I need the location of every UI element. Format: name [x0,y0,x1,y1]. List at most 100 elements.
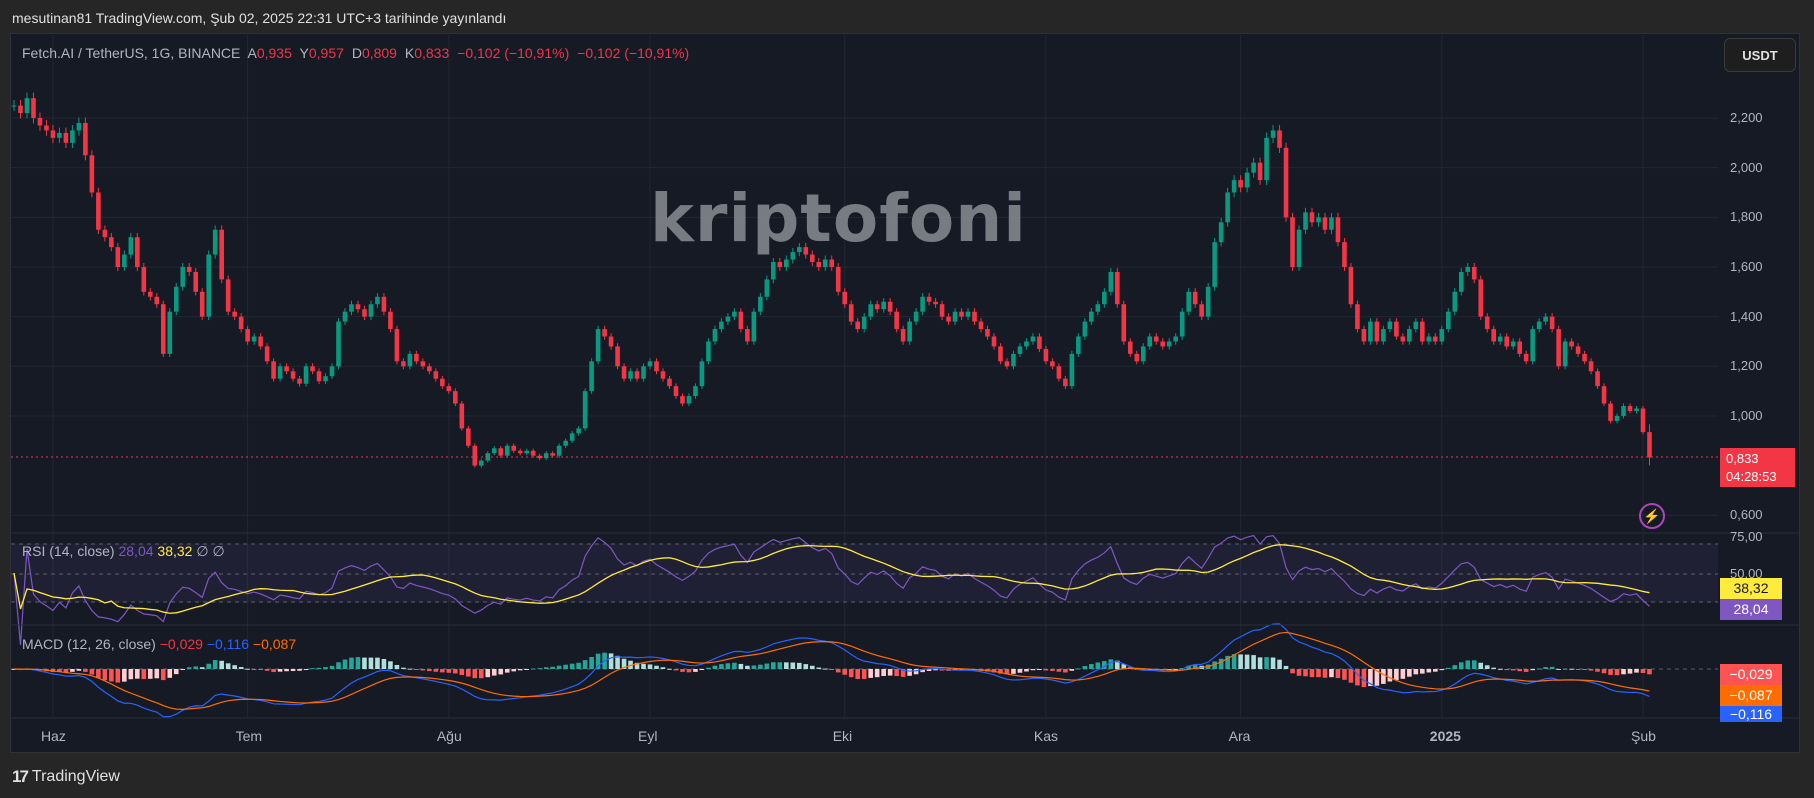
macd-histogram-bar [725,663,731,669]
candle-body [900,329,906,342]
macd-histogram-bar [57,669,62,673]
macd-histogram-bar [848,669,854,678]
macd-histogram-bar [83,669,88,672]
currency-button[interactable]: USDT [1724,38,1796,72]
candle-body [1368,321,1373,342]
candle-body [329,366,335,377]
macd-histogram-bar [796,662,802,669]
macd-histogram-bar [654,665,659,669]
candle-body [1588,361,1594,372]
candle-body [264,346,270,362]
candle-body [589,361,594,392]
macd-histogram-bar [258,669,263,670]
candle-body [57,132,62,138]
candle-body [1361,329,1367,342]
candle-body [1251,162,1256,173]
candle-body [1614,415,1620,421]
macd-histogram-bar [297,669,302,671]
candle-body [907,321,912,342]
macd-histogram-bar [1173,669,1179,670]
macd-histogram-bar [420,669,426,671]
candle-body [212,229,218,255]
candle-body [1595,371,1600,387]
candle-body [186,266,192,272]
rsi-lines [13,534,1650,646]
chart-frame[interactable] [10,33,1800,753]
macd-histogram-bar [336,662,341,669]
macd-histogram-bar [790,662,796,669]
macd-histogram-bar [1433,669,1438,672]
macd-histogram-bar [1089,664,1094,669]
current-price-value: 0,833 [1726,451,1759,466]
macd-histogram-bar [673,669,679,671]
rsi-title: RSI (14, close) [22,543,115,559]
candle-body [654,361,659,372]
macd-histogram-bar [816,667,822,669]
candle-body [784,259,789,267]
candle-body [1011,353,1016,367]
macd-histogram-bar [933,669,938,671]
candle-body [1160,341,1166,347]
candle-body [109,237,114,248]
candle-body [738,311,744,330]
macd-histogram-bar [1063,669,1068,673]
candle-body [1017,346,1023,354]
signal-line [13,631,1650,710]
candle-body [556,445,562,456]
macd-histogram-bar [401,667,406,669]
macd-histogram-bar [1420,669,1425,674]
macd-histogram-bar [1244,654,1250,669]
lightning-icon[interactable]: ⚡ [1639,503,1665,529]
candle-body [1192,291,1198,305]
macd-histogram-bar [1121,664,1127,669]
price-axis-label: 1,000 [1730,407,1763,423]
candle-body [141,266,147,292]
macd-histogram-bar [758,664,763,669]
macd-histogram-bar [466,669,471,677]
candle-body [1283,147,1289,218]
macd-histogram-bar [433,669,439,672]
candle-body [563,440,568,446]
candle-body [1517,341,1522,354]
candle-body [1043,348,1049,362]
change-value-2: −0,102 (−10,91%) [577,45,690,61]
candle-body [699,361,705,387]
macd-histogram-bar [1368,669,1373,687]
macd-histogram-bar [1471,660,1477,669]
candle-body [991,336,997,347]
macd-histogram-bar [1452,665,1458,669]
macd-histogram-bar [1543,667,1548,669]
candle-body [258,336,263,347]
candle-body [362,309,367,317]
candle-body [1225,192,1230,223]
macd-histogram-bar [1536,668,1542,670]
grid [11,35,1718,718]
candle-body [1608,403,1613,421]
macd-histogram-bar [362,657,367,669]
candle-body [530,450,536,456]
macd-histogram-bar [771,662,776,669]
candle-body [1231,180,1237,193]
candle-body [173,286,179,312]
macd-histogram-bar [303,669,309,670]
candle-body [251,336,257,342]
price-axis-label: 1,800 [1730,209,1763,225]
candle-body [1536,321,1542,330]
candle-body [946,316,951,322]
macd-histogram-bar [894,669,899,677]
macd-histogram-bar [491,669,497,676]
candle-body [1394,321,1399,337]
macd-histogram-bar [1082,666,1088,669]
candle-body [933,301,938,305]
macd-histogram-bar [1212,661,1217,669]
macd-histogram-bar [1549,666,1555,669]
macd-histogram-bar [991,669,997,673]
time-axis-label: Ağu [436,728,462,744]
macd-histogram-bar [193,666,199,669]
macd-histogram-bar [589,657,594,669]
macd-histogram-bar [1588,669,1594,671]
candle-body [985,329,990,337]
macd-histogram-bar [1510,669,1516,671]
candle-body [167,311,173,354]
